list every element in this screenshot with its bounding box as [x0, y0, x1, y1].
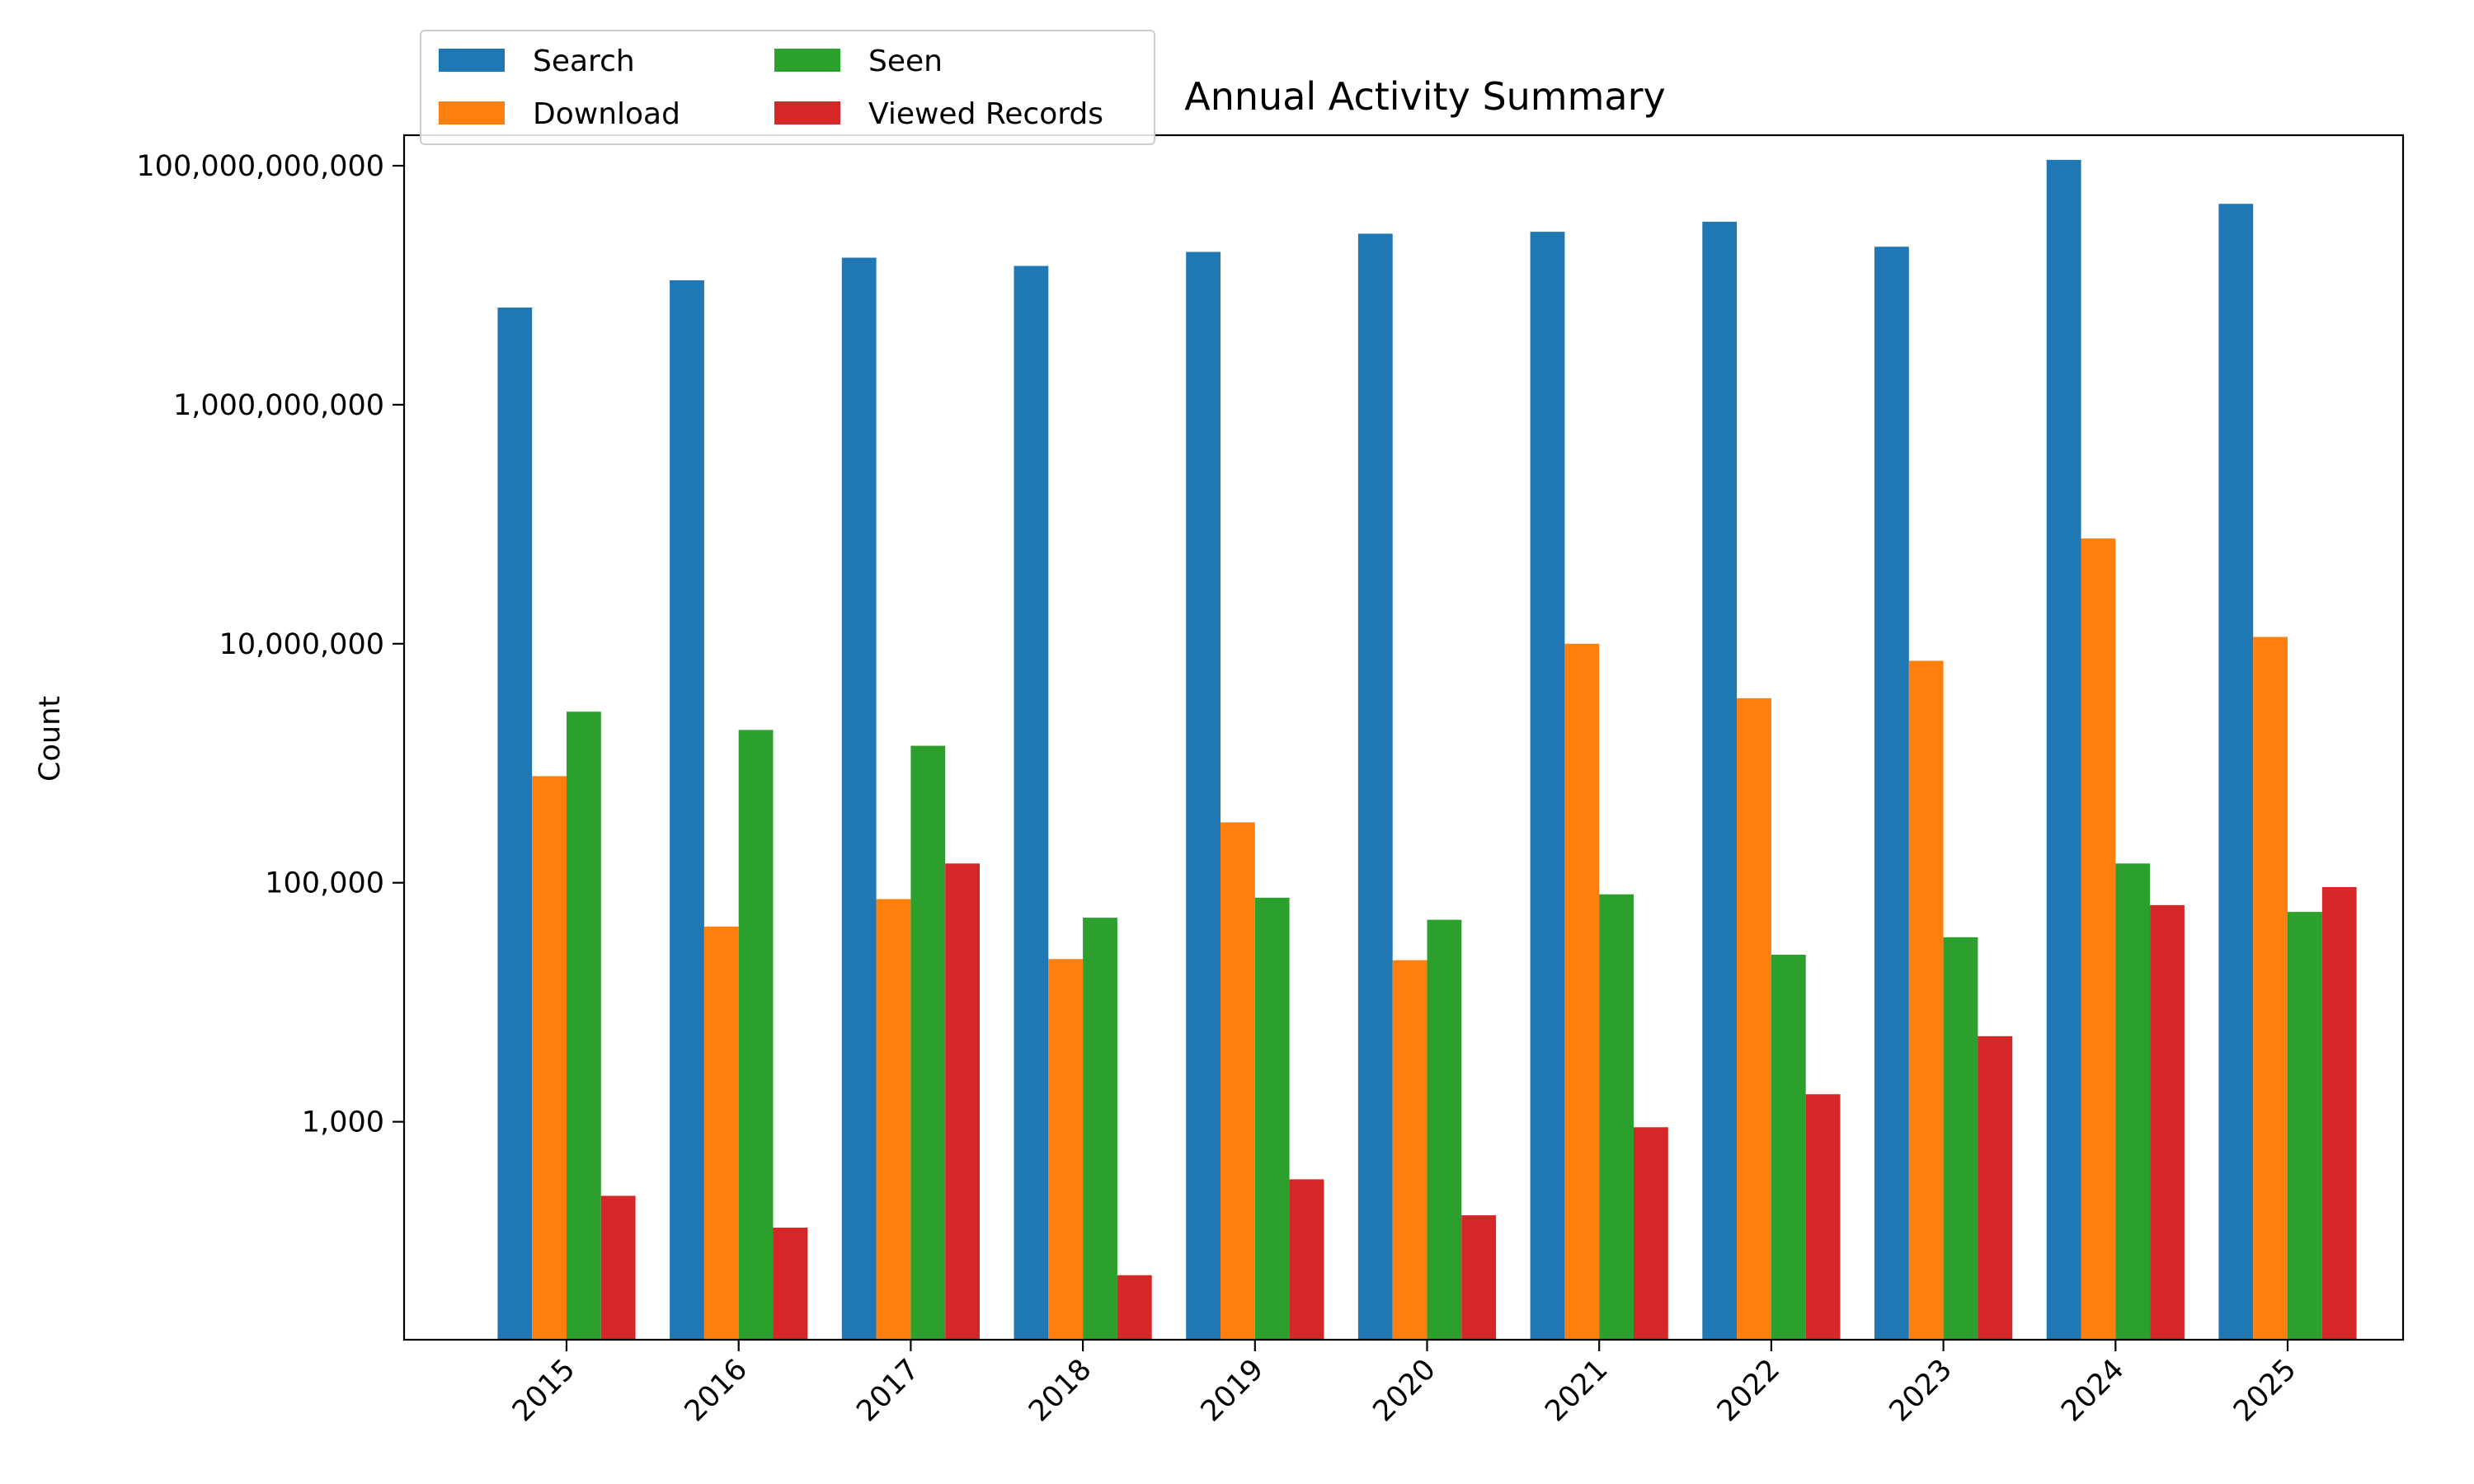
bar-seen-2015: [567, 711, 601, 1340]
bar-viewed-records-2018: [1117, 1275, 1152, 1340]
bar-download-2017: [876, 899, 911, 1340]
bars-layer: [497, 159, 2357, 1341]
y-tick-label: 100,000,000,000: [136, 150, 384, 183]
bar-viewed-records-2015: [600, 1195, 636, 1340]
bar-search-2015: [497, 308, 533, 1340]
bar-download-2019: [1221, 822, 1255, 1340]
bar-download-2022: [1737, 697, 1771, 1340]
bar-download-2021: [1564, 643, 1600, 1340]
bar-download-2025: [2253, 636, 2288, 1340]
bar-download-2020: [1392, 960, 1427, 1340]
bar-search-2022: [1702, 221, 1738, 1340]
y-tick-label: 100,000: [265, 867, 384, 900]
bar-seen-2016: [738, 730, 774, 1340]
legend-items: Search Download Seen Viewed Records: [439, 45, 1103, 131]
y-axis-label: Count: [34, 696, 67, 782]
bar-download-2024: [2081, 538, 2116, 1340]
bar-search-2016: [670, 279, 704, 1341]
bar-viewed-records-2021: [1634, 1127, 1668, 1340]
bar-search-2023: [1874, 247, 1909, 1340]
bar-viewed-records-2016: [773, 1228, 808, 1340]
bar-seen-2023: [1943, 937, 1978, 1340]
bar-seen-2018: [1083, 918, 1117, 1340]
bar-download-2023: [1908, 660, 1944, 1340]
bar-seen-2024: [2115, 863, 2151, 1340]
bar-download-2016: [703, 926, 739, 1340]
bar-search-2025: [2218, 204, 2254, 1341]
bar-seen-2020: [1427, 919, 1462, 1340]
bar-search-2020: [1357, 233, 1393, 1341]
legend-label-download: Download: [533, 97, 680, 131]
bar-search-2024: [2046, 159, 2081, 1340]
legend-swatch-seen: [774, 49, 840, 72]
y-tick-label: 10,000,000: [219, 628, 384, 661]
bar-seen-2025: [2288, 912, 2322, 1340]
y-ticks: 1,000 100,000 10,000,000 1,000,000,000 100,0…: [136, 150, 404, 1139]
legend-swatch-search: [439, 49, 505, 72]
bar-search-2017: [841, 257, 877, 1340]
y-tick-label: 1,000,000,000: [173, 389, 384, 422]
bar-viewed-records-2024: [2150, 904, 2185, 1340]
bar-viewed-records-2022: [1805, 1094, 1841, 1340]
chart-title: Annual Activity Summary: [1184, 74, 1665, 119]
axes-frame: [402, 134, 2405, 1341]
bar-viewed-records-2019: [1289, 1179, 1324, 1340]
legend-swatch-download: [439, 101, 505, 124]
bar-seen-2019: [1254, 897, 1290, 1340]
bar-seen-2017: [910, 745, 946, 1340]
legend-frame: [420, 30, 1155, 145]
legend-label-seen: Seen: [868, 45, 943, 78]
bar-search-2019: [1186, 251, 1221, 1340]
bar-search-2018: [1014, 265, 1049, 1340]
bar-seen-2022: [1771, 954, 1806, 1340]
bar-download-2018: [1048, 959, 1084, 1340]
bar-viewed-records-2020: [1461, 1215, 1497, 1340]
bar-viewed-records-2017: [945, 863, 980, 1340]
bar-viewed-records-2023: [1978, 1036, 2013, 1340]
bar-seen-2021: [1599, 894, 1634, 1340]
bar-search-2021: [1530, 232, 1565, 1340]
y-tick-label: 1,000: [302, 1106, 384, 1139]
legend-label-search: Search: [533, 45, 635, 78]
legend-swatch-viewed-records: [774, 101, 840, 124]
legend: Search Download Seen Viewed Records: [420, 30, 1155, 145]
legend-label-viewed-records: Viewed Records: [868, 97, 1103, 131]
bar-viewed-records-2025: [2321, 886, 2357, 1340]
bar-download-2015: [532, 776, 567, 1340]
